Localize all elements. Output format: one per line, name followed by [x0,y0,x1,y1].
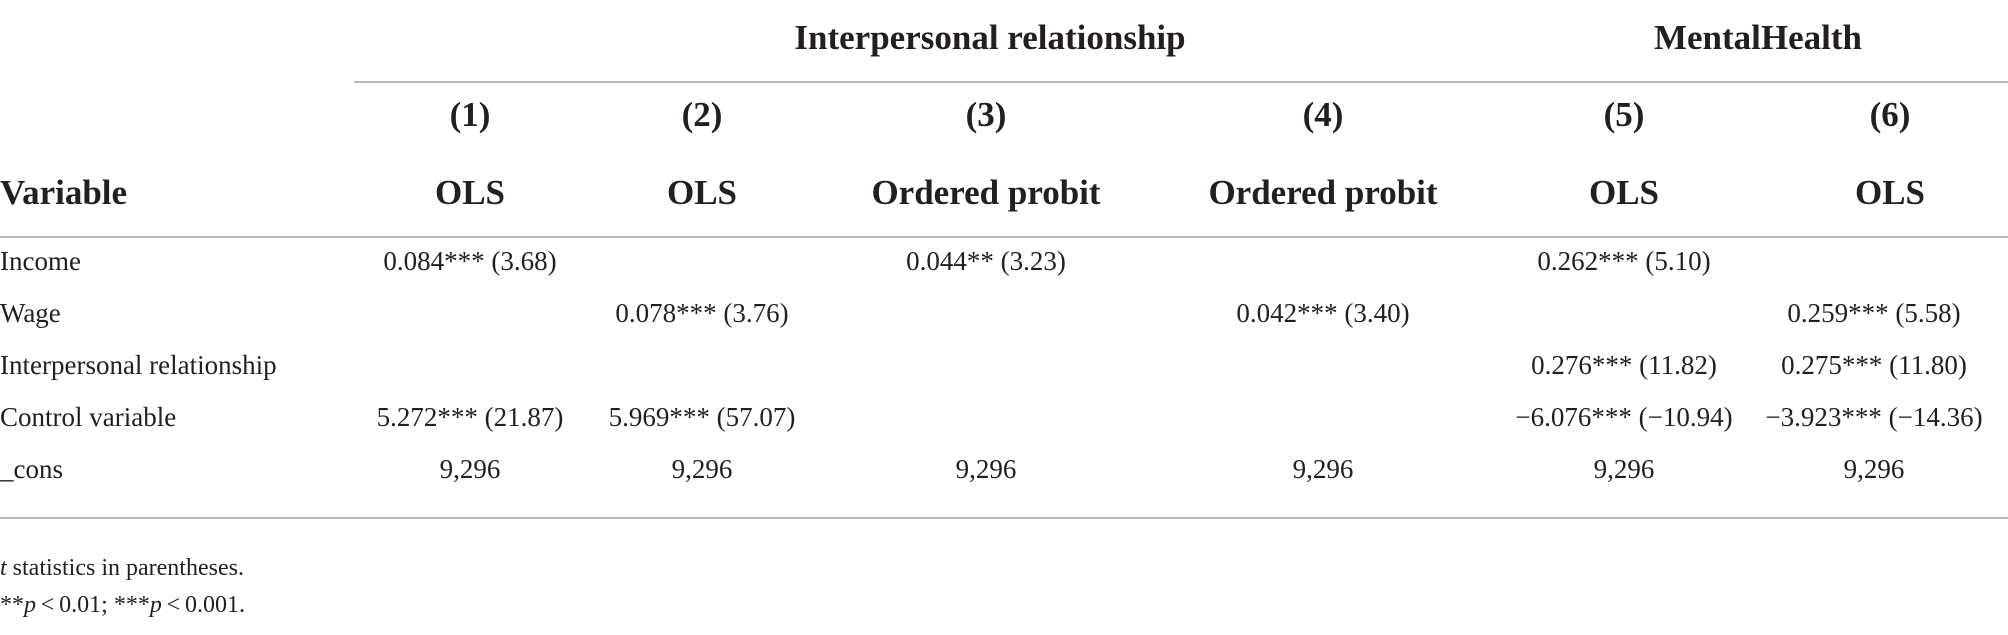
table-cell: 9,296 [671,454,733,484]
group-header-mentalhealth: MentalHealth [1653,18,1863,57]
table-row: _cons 9,296 9,296 9,296 9,296 9,296 9,29… [0,454,2008,506]
col-method-6: OLS [1854,173,1926,212]
table-cell: 5.969*** (57.07) [608,402,796,432]
row-label: Control variable [0,402,177,432]
table-cell: 5.272*** (21.87) [376,402,564,432]
header-rule [0,236,2008,238]
table-cell: 9,296 [439,454,501,484]
col-num-1: (1) [449,95,491,134]
col-num-3: (3) [965,95,1007,134]
table-note-statistics: t statistics in parentheses. [0,555,244,582]
col-num-2: (2) [681,95,723,134]
table-cell: 0.262*** (5.10) [1537,246,1711,276]
table-cell: 0.078*** (3.76) [615,298,789,328]
col-num-5: (5) [1603,95,1645,134]
note-text: statistics in parentheses. [6,555,244,581]
table-row: Income 0.084*** (3.68) 0.044** (3.23) 0.… [0,246,2008,298]
table-cell: 9,296 [1593,454,1655,484]
table-cell: 0.044** (3.23) [906,246,1066,276]
table-note-significance: **p < 0.01; ***p < 0.001. [0,592,245,619]
table-row: Interpersonal relationship 0.276*** (11.… [0,350,2008,402]
table-cell: 0.276*** (11.82) [1531,350,1717,380]
table-bottom-rule [0,517,2008,519]
group-header-rule [354,81,2008,83]
note-text: < 0.001. [161,592,245,618]
variable-header: Variable [0,173,128,212]
col-method-2: OLS [666,173,738,212]
table-row: Wage 0.078*** (3.76) 0.042*** (3.40) 0.2… [0,298,2008,350]
col-num-6: (6) [1869,95,1911,134]
row-label: Wage [0,298,61,328]
row-label: Income [0,246,81,276]
table-cell: 9,296 [1292,454,1354,484]
note-text: < 0.01; *** [36,592,150,618]
row-label: Interpersonal relationship [0,350,277,380]
col-method-5: OLS [1588,173,1660,212]
col-method-1: OLS [434,173,506,212]
table-cell: 0.084*** (3.68) [383,246,557,276]
italic-p: p [24,592,36,618]
table-cell: 9,296 [955,454,1017,484]
row-label: _cons [0,454,63,484]
note-stars: ** [0,592,24,618]
italic-p: p [149,592,162,618]
table-cell: −3.923*** (−14.36) [1765,402,1983,432]
col-method-3: Ordered probit [871,173,1101,212]
table-cell: 9,296 [1843,454,1905,484]
table-cell: 0.259*** (5.58) [1787,298,1961,328]
italic-t: t [0,555,7,581]
table-cell: 0.042*** (3.40) [1236,298,1410,328]
col-method-4: Ordered probit [1208,173,1438,212]
table-cell: 0.275*** (11.80) [1781,350,1967,380]
table-row: Control variable 5.272*** (21.87) 5.969*… [0,402,2008,454]
col-num-4: (4) [1302,95,1344,134]
table-cell: −6.076*** (−10.94) [1515,402,1733,432]
group-header-interpersonal: Interpersonal relationship [794,18,1186,57]
